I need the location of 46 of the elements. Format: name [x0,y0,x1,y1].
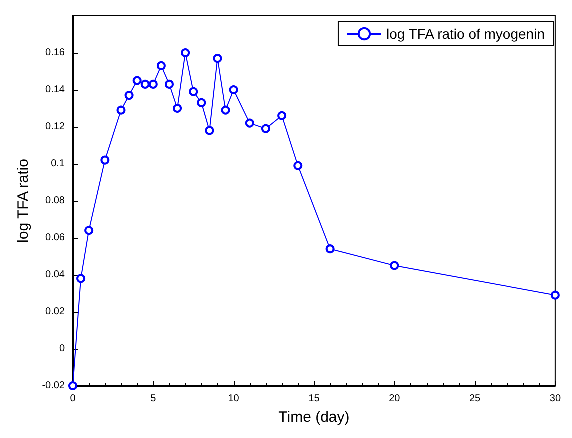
point [213,54,222,64]
y-axis-title: log TFA ratio [15,159,32,243]
y-tick-label: 0.16 [46,48,66,58]
x-tick-label: 30 [550,394,562,404]
point [294,161,303,170]
point [116,106,126,115]
y-tick-label: 0.02 [46,306,66,318]
x-tick-label: 0 [70,394,76,404]
y-tick-label: 0.04 [46,270,66,280]
y-tick-label: 0.1 [51,158,66,170]
x-axis-title: Time (day) [278,409,350,426]
x-tick-label: 20 [389,394,401,404]
point [181,48,190,58]
point [197,98,206,108]
point [148,80,158,89]
point [76,274,86,284]
point [156,61,166,70]
x-tick-label: 5 [150,394,157,404]
point [245,118,254,128]
y-tick-label: 0.14 [46,84,66,96]
y-tick-label: -0.02 [42,380,66,392]
point [100,156,110,165]
x-tick-label: 25 [469,394,482,404]
point [221,106,230,115]
point [173,104,182,113]
y-tick-label: 0.06 [46,232,66,244]
y-tick-label: 0.08 [46,196,66,206]
point [132,76,142,86]
point [189,87,198,96]
point [390,261,400,270]
y-tick-label: 0 [59,344,66,354]
point [261,124,270,134]
point [124,91,134,100]
legend-label: log TFA ratio of myogenin [386,26,545,42]
point [205,126,214,136]
point [229,86,238,94]
x-tick-label: 15 [308,394,320,404]
point [140,80,150,89]
point [278,111,287,120]
point [164,80,174,89]
x-tick-label: 10 [228,394,240,404]
point [550,290,560,300]
point [326,244,335,254]
y-tick-label: 0.12 [46,122,66,132]
point [68,382,78,390]
point [84,226,94,236]
